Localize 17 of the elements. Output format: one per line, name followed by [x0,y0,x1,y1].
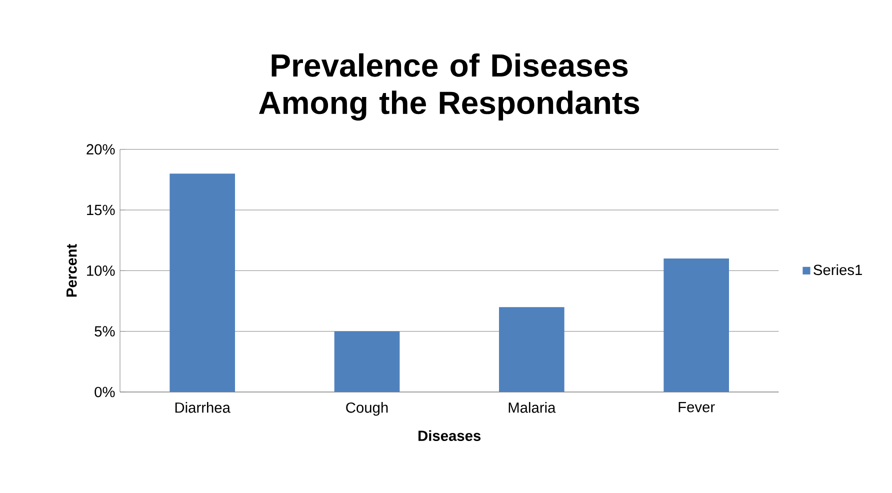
y-tick-label: 15% [87,204,115,216]
x-tick-label: Malaria [508,402,556,413]
x-tick-label: Fever [678,402,715,412]
bar [664,258,729,392]
x-axis-title: Diseases [418,430,481,441]
y-tick-label: 0% [94,386,115,398]
y-tick-label: 5% [94,326,115,336]
x-tick-label: Diarrhea [175,402,230,413]
y-tick-label: 20% [86,144,115,154]
x-tick-label: Cough [346,402,388,416]
chart-title: Prevalence of Diseases Among the Respondants [259,53,640,120]
bar [499,306,564,392]
y-axis-title: Percent [66,244,77,296]
bar [170,173,236,392]
y-tick-label: 10% [87,265,115,276]
legend-label: Series1 [814,264,862,275]
bar [334,331,400,392]
